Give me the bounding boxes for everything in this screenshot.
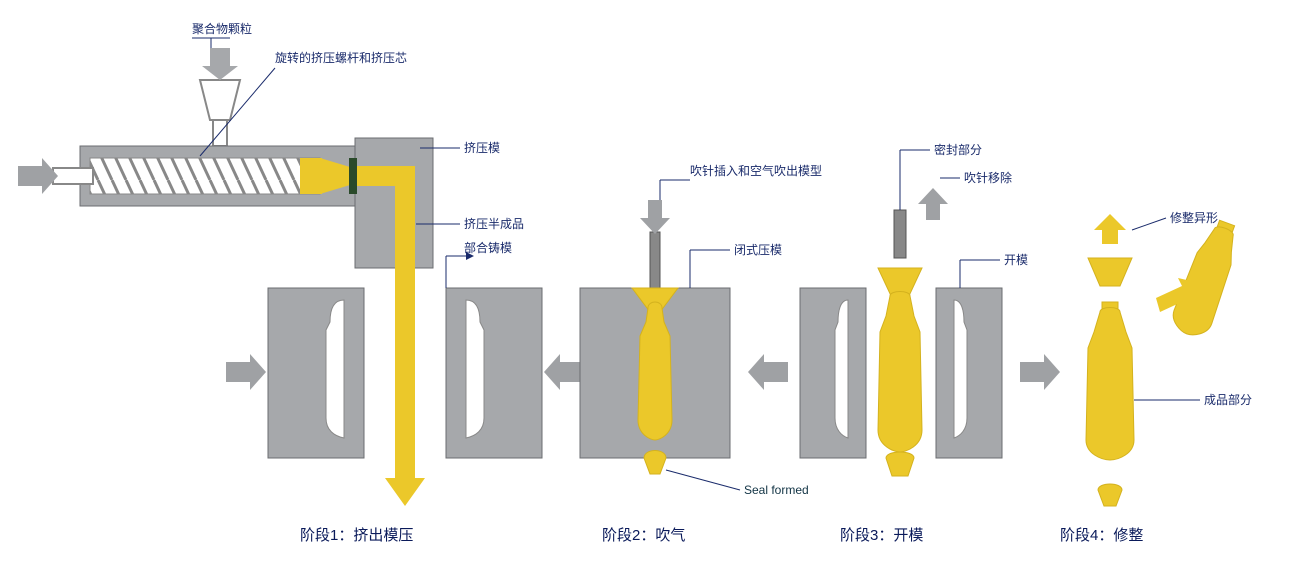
stage-1-title: 阶段1：挤出模压: [300, 527, 413, 544]
arrow-icon: [748, 354, 788, 390]
label-parison: 挤压半成品: [464, 216, 524, 231]
label-pin-remove: 吹针移除: [964, 170, 1012, 185]
label-polymer: 聚合物颗粒: [192, 21, 252, 36]
label-split-mold: 部合铸模: [464, 240, 512, 255]
label-product: 成品部分: [1204, 392, 1252, 407]
blow-molding-diagram: 聚合物颗粒 旋转的挤压螺杆和挤压芯 挤压模 挤压半成品 部合铸模 阶段1：挤出模…: [0, 0, 1292, 566]
mold-left: [268, 288, 364, 458]
finished-bottle: [1086, 302, 1134, 460]
stage-4-title: 阶段4：修整: [1060, 527, 1143, 544]
stage-3-title: 阶段3：开模: [840, 527, 923, 544]
arrow-icon: [1094, 214, 1126, 244]
label-screw: 旋转的挤压螺杆和挤压芯: [275, 50, 407, 65]
extruder: [53, 138, 433, 268]
arrow-icon: [544, 354, 584, 390]
hopper: [200, 48, 240, 146]
label-open-mold: 开模: [1004, 253, 1028, 267]
label-trim: 修整异形: [1170, 210, 1218, 225]
arrow-icon: [1020, 354, 1060, 390]
label-closed-mold: 闭式压模: [734, 243, 782, 257]
arrow-icon: [918, 188, 948, 220]
arrow-icon: [226, 354, 266, 390]
label-blow-pin: 吹针插入和空气吹出模型: [690, 163, 822, 178]
label-seal: Seal formed: [744, 483, 809, 497]
parison: [395, 266, 415, 486]
label-extruder-head: 挤压模: [464, 140, 500, 155]
mold-right: [446, 288, 542, 458]
label-seal-part: 密封部分: [934, 142, 982, 157]
stage-4: 修整异形 成品部分 阶段4：修整: [1060, 210, 1252, 544]
stage-2: 吹针插入和空气吹出模型 闭式压模 Seal formed 阶段2：吹气: [580, 163, 822, 544]
feed-arrow-icon: [18, 158, 58, 194]
stage-2-title: 阶段2：吹气: [602, 527, 685, 544]
arrow-icon: [640, 200, 670, 234]
stage-3: 密封部分 吹针移除 开模 阶段3：开模: [800, 142, 1028, 544]
stage-1: 聚合物颗粒 旋转的挤压螺杆和挤压芯 挤压模 挤压半成品 部合铸模 阶段1：挤出模…: [18, 21, 584, 544]
